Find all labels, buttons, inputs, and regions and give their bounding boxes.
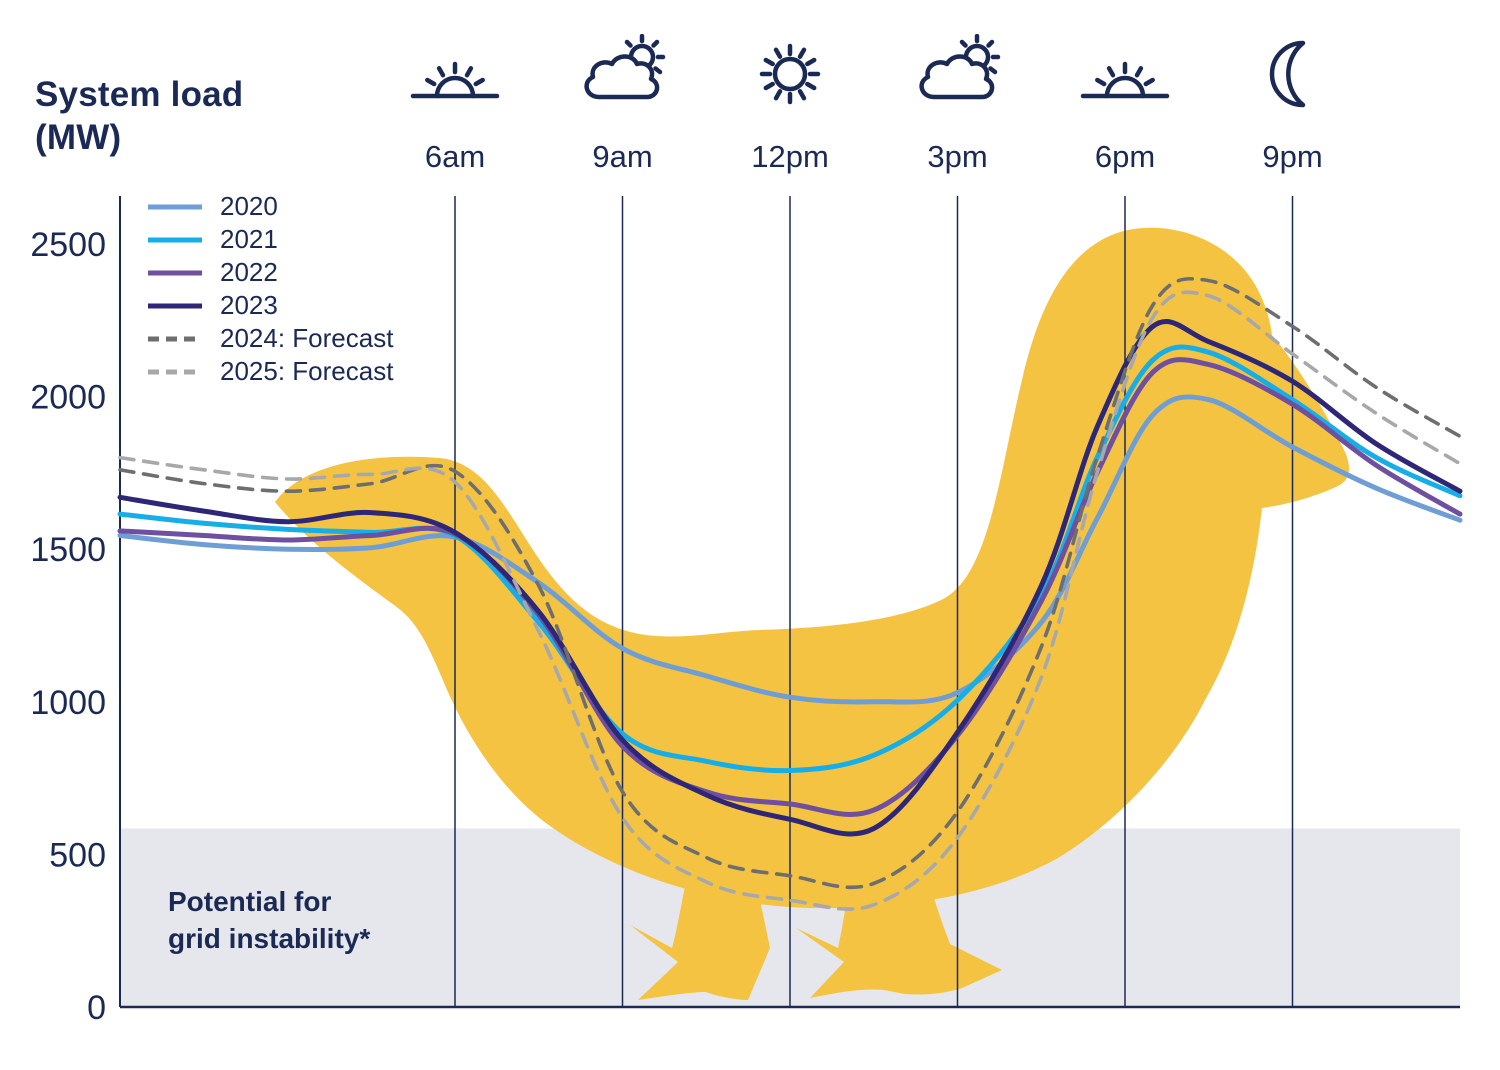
series-line-2022: [117, 357, 1463, 817]
instability-label: Potential for grid instability*: [168, 884, 370, 958]
sun-behind-cloud-icon: [573, 33, 673, 114]
series-line-2023: [117, 319, 1463, 837]
y-axis-tick-label: 2500: [30, 226, 106, 264]
time-tick-12pm: 12pm: [715, 34, 865, 175]
legend-item-2022: 2022: [146, 256, 393, 289]
legend-label: 2022: [220, 257, 278, 287]
y-axis-title: System load (MW): [35, 75, 244, 157]
legend-item-2025: 2025: Forecast: [146, 355, 393, 388]
y-axis-tick-label: 2000: [30, 379, 106, 417]
sun-icon: [740, 34, 840, 114]
time-tick-label: 9am: [592, 139, 653, 174]
legend-label: 2024: Forecast: [220, 323, 394, 353]
legend-item-2020: 2020: [146, 190, 393, 223]
series-line-2020: [117, 394, 1463, 705]
y-axis-tick-label: 1000: [30, 684, 106, 722]
sunset-icon: [1075, 34, 1175, 114]
sun-behind-cloud-icon: [908, 33, 1008, 114]
time-tick-label: 9pm: [1262, 139, 1323, 174]
legend-label: 2020: [220, 191, 278, 221]
time-tick-9pm: 9pm: [1218, 34, 1368, 175]
legend-swatch-2021: [146, 235, 204, 245]
time-tick-label: 6pm: [1094, 139, 1156, 174]
legend-swatch-2025: [146, 367, 204, 377]
legend-item-2024: 2024: Forecast: [146, 322, 393, 355]
duck-foot-left: [630, 872, 770, 1000]
sunrise-icon: [405, 34, 505, 114]
time-tick-label: 3pm: [927, 139, 988, 174]
time-tick-9am: 9am: [548, 33, 698, 175]
legend-item-2023: 2023: [146, 289, 393, 322]
time-tick-label: 12pm: [751, 139, 829, 174]
legend-item-2021: 2021: [146, 223, 393, 256]
series-line-2024: [118, 277, 1462, 890]
legend-label: 2025: Forecast: [220, 356, 394, 386]
time-axis: 6am 9am 12pm 3pm 6pm 9pm: [0, 0, 1500, 200]
time-tick-label: 6am: [424, 139, 486, 174]
time-tick-6pm: 6pm: [1050, 34, 1200, 175]
y-axis-tick-label: 500: [49, 836, 106, 874]
legend-swatch-2022: [146, 268, 204, 278]
y-axis-tick-label: 0: [87, 989, 106, 1027]
instability-label-line2: grid instability*: [168, 922, 371, 954]
y-axis-tick-label: 1500: [30, 531, 106, 569]
legend-swatch-2023: [146, 301, 204, 311]
series-line-2021: [117, 344, 1463, 774]
legend-swatch-2024: [146, 334, 204, 344]
moon-icon: [1243, 34, 1343, 114]
time-tick-6am: 6am: [380, 34, 530, 175]
legend-label: 2021: [220, 224, 278, 254]
series-line-2025: [118, 290, 1462, 911]
legend-label: 2023: [220, 290, 278, 320]
duck-silhouette: [275, 227, 1350, 909]
legend: 2020 2021 2022 2023 2024: Forecast 2025: Fore…: [146, 190, 393, 388]
instability-label-line1: Potential for: [168, 886, 332, 917]
time-tick-3pm: 3pm: [883, 33, 1033, 175]
legend-swatch-2020: [146, 202, 204, 212]
